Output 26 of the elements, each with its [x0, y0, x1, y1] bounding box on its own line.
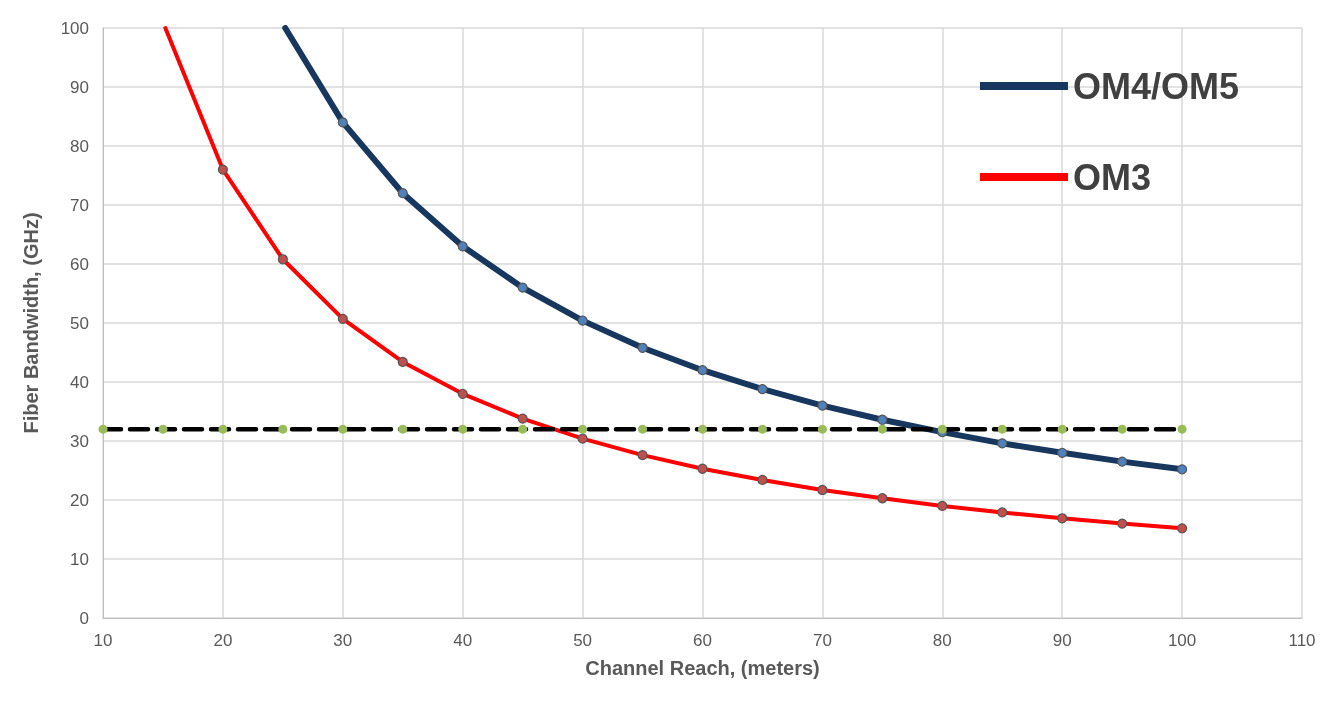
- y-tick-label: 80: [70, 136, 89, 156]
- x-tick-label: 10: [93, 631, 113, 650]
- x-tick-label: 70: [812, 631, 832, 650]
- x-tick-label: 90: [1052, 631, 1072, 650]
- y-tick-label: 60: [70, 254, 89, 274]
- y-tick-label: 0: [79, 608, 89, 628]
- y-tick-label: 90: [70, 77, 89, 97]
- y-tick-label: 30: [70, 431, 89, 451]
- x-tick-label: 80: [932, 631, 952, 650]
- x-tick-label: 50: [573, 631, 593, 650]
- y-tick-label: 70: [70, 195, 89, 215]
- legend-label: OM4/OM5: [1072, 65, 1240, 107]
- x-tick-label: 60: [693, 631, 712, 650]
- y-tick-label: 50: [70, 313, 89, 333]
- x-tick-label: 40: [453, 631, 473, 650]
- legend-label: OM3: [1072, 156, 1151, 198]
- x-tick-label: 20: [213, 631, 233, 650]
- x-tick-label: 30: [333, 631, 353, 650]
- y-tick-label: 40: [70, 372, 89, 392]
- y-tick-label: 10: [70, 549, 89, 569]
- y-tick-label: 100: [60, 18, 89, 38]
- x-tick-label: 110: [1288, 631, 1316, 650]
- y-axis-title: Fiber Bandwidth, (GHz): [20, 212, 42, 434]
- x-axis-title: Channel Reach, (meters): [585, 657, 820, 679]
- y-tick-label: 20: [70, 490, 89, 510]
- x-tick-label: 100: [1167, 631, 1197, 650]
